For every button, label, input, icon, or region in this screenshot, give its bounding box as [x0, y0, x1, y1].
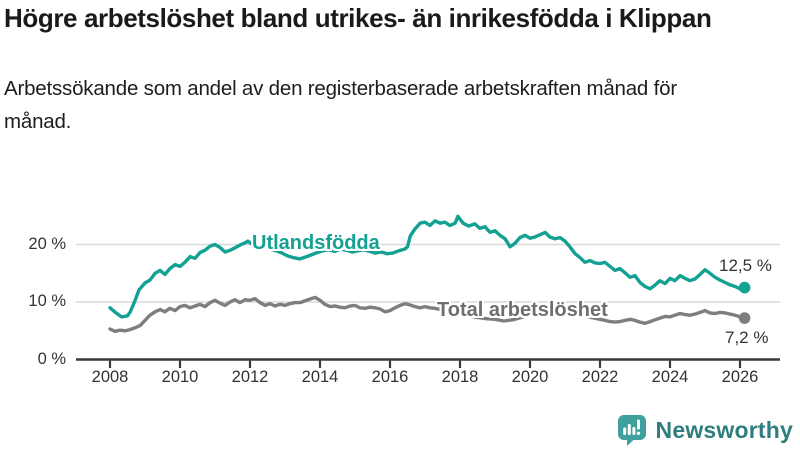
y-tick-label: 20 % [28, 234, 66, 253]
series-label-total-arbetsloshet: Total arbetslöshet [437, 299, 608, 321]
x-tick-label: 2024 [651, 368, 689, 386]
y-tick-label: 0 % [37, 349, 66, 368]
x-tick-label: 2010 [161, 368, 199, 386]
series-end-dot-0 [738, 281, 751, 294]
y-tick-label: 10 % [28, 292, 66, 310]
x-tick-label: 2014 [301, 368, 339, 386]
series-end-dot-1 [738, 312, 751, 324]
x-tick-label: 2020 [511, 368, 549, 386]
page-subtitle: Arbetssökande som andel av den registerb… [4, 77, 677, 133]
newsworthy-logo-text: Newsworthy [655, 416, 793, 443]
newsworthy-bar-chart-bubble-icon [617, 415, 646, 446]
x-tick-label: 2008 [91, 368, 129, 386]
series-line-1 [108, 295, 747, 333]
page-title: Högre arbetslöshet bland utrikes- än inr… [4, 3, 712, 33]
bar-chart-glyph [622, 419, 640, 435]
x-tick-label: 2012 [231, 368, 269, 386]
end-value-total-arbetsloshet: 7,2 % [725, 328, 769, 347]
newsworthy-logo: Newsworthy [617, 414, 793, 446]
speech-bubble-shape [617, 415, 646, 446]
end-value-utlandsfodda: 12,5 % [719, 256, 772, 275]
header: Högre arbetslöshet bland utrikes- än inr… [4, 2, 792, 138]
series-label-utlandsfodda: Utlandsfödda [252, 232, 380, 254]
x-tick-label: 2026 [721, 368, 759, 386]
x-tick-label: 2018 [441, 368, 479, 386]
series-line-0 [108, 214, 747, 319]
x-tick-label: 2022 [581, 368, 619, 386]
x-tick-label: 2016 [371, 368, 409, 386]
